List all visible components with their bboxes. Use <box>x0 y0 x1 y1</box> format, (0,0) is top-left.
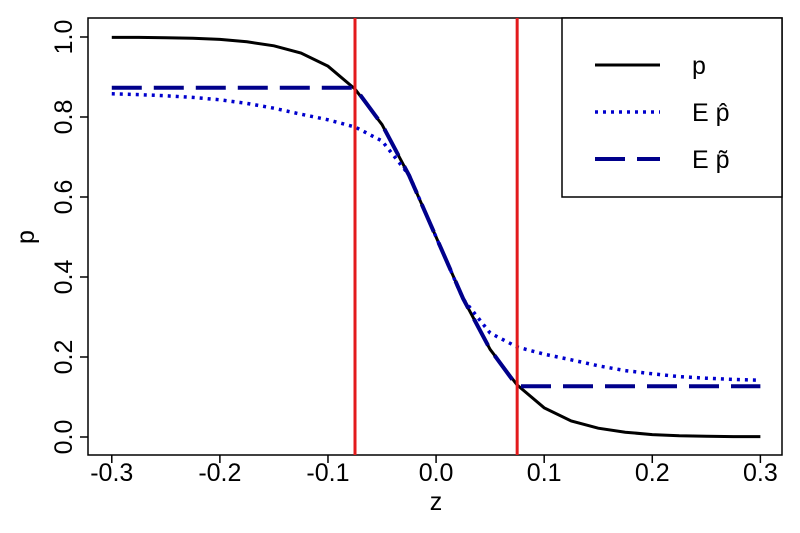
y-tick-label: 0.4 <box>50 260 78 295</box>
legend-box <box>561 17 783 198</box>
x-tick-label: -0.1 <box>306 459 349 487</box>
x-axis-label: z <box>430 488 443 516</box>
x-tick-label: -0.3 <box>90 459 133 487</box>
legend-label: E p̂ <box>692 99 730 127</box>
legend-label: E p̃ <box>692 146 730 174</box>
y-tick-label: 0.2 <box>50 340 78 375</box>
x-tick-label: 0.0 <box>419 459 454 487</box>
series-line <box>111 35 761 439</box>
x-tick-label: 0.1 <box>527 459 562 487</box>
y-tick-label: 1.0 <box>50 20 78 55</box>
x-tick-label: 0.2 <box>635 459 670 487</box>
series-line <box>111 85 761 389</box>
y-tick-label: 0.8 <box>50 100 78 135</box>
y-tick-label: 0.0 <box>50 420 78 455</box>
y-tick-label: 0.6 <box>50 180 78 215</box>
y-axis-label: p <box>12 230 40 244</box>
plot-frame <box>87 17 783 456</box>
x-tick-label: 0.3 <box>743 459 778 487</box>
legend-label: p <box>692 52 706 80</box>
x-tick-label: -0.2 <box>198 459 241 487</box>
